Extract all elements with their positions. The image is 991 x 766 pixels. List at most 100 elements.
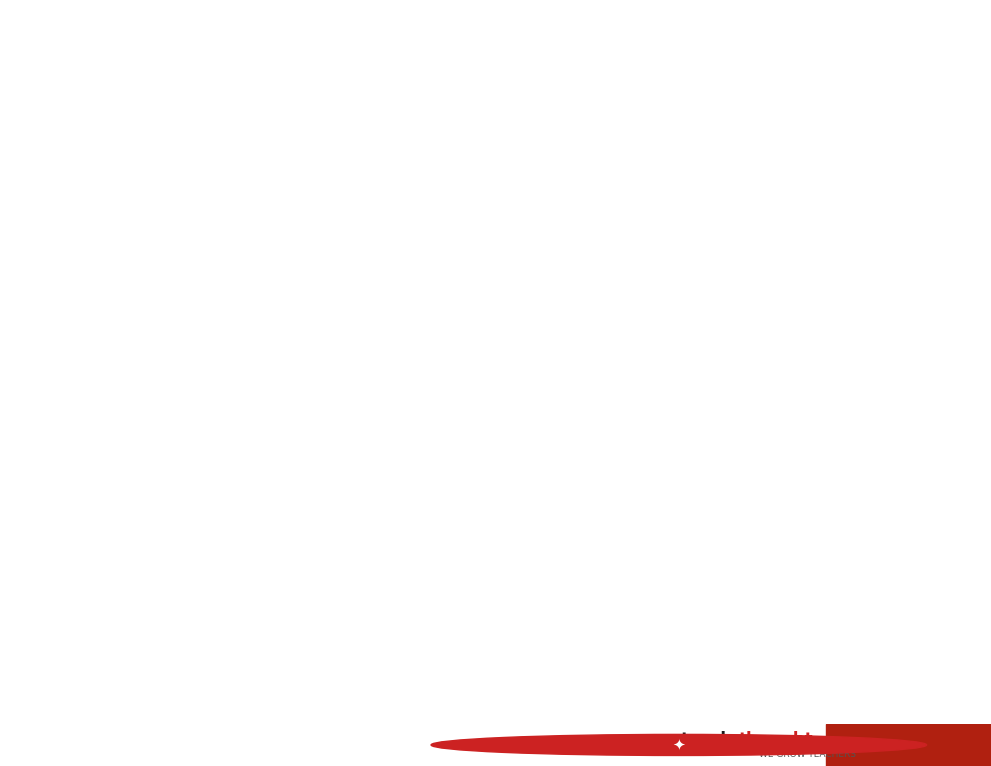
Text: Acting out: Acting out bbox=[381, 198, 446, 211]
Text: Judging: Judging bbox=[388, 371, 437, 383]
Text: Organizing: Organizing bbox=[543, 395, 612, 408]
Text: Categorizing: Categorizing bbox=[207, 345, 288, 358]
Text: Mind-Mapping: Mind-Mapping bbox=[533, 371, 623, 383]
Text: Determining: Determining bbox=[373, 321, 453, 334]
Text: Hypothesizing: Hypothesizing bbox=[698, 493, 789, 506]
Text: Networking: Networking bbox=[46, 493, 119, 506]
Text: Tweeting: Tweeting bbox=[219, 223, 276, 236]
Text: Devising: Devising bbox=[881, 371, 936, 383]
Text: Playing: Playing bbox=[389, 616, 436, 629]
Text: Preparing: Preparing bbox=[383, 591, 444, 604]
Text: Memorizing: Memorizing bbox=[46, 469, 120, 482]
Text: Displaying: Displaying bbox=[380, 345, 447, 358]
Text: Charting: Charting bbox=[385, 689, 440, 702]
Text: Reenact: Reenact bbox=[386, 247, 439, 260]
Text: Simulating: Simulating bbox=[874, 518, 942, 531]
Text: Outlining: Outlining bbox=[54, 420, 112, 433]
Text: Contrasting: Contrasting bbox=[210, 444, 285, 457]
Text: Reviewing: Reviewing bbox=[711, 665, 776, 678]
Text: ANALYZING: ANALYZING bbox=[531, 69, 624, 84]
Text: Journaling: Journaling bbox=[216, 493, 279, 506]
Text: Advertising: Advertising bbox=[542, 444, 614, 457]
Text: Executing: Executing bbox=[382, 395, 444, 408]
Text: ◆: ◆ bbox=[232, 115, 264, 157]
Text: Annotating: Annotating bbox=[212, 198, 283, 211]
Text: Paraphrasing: Paraphrasing bbox=[206, 371, 289, 383]
Text: Predicting: Predicting bbox=[712, 591, 775, 604]
Text: Finding: Finding bbox=[59, 247, 106, 260]
Text: Managing: Managing bbox=[877, 640, 939, 653]
Text: Moderating: Moderating bbox=[707, 542, 780, 555]
Text: WE GROW TEACHERS: WE GROW TEACHERS bbox=[759, 750, 856, 758]
Text: CREATING: CREATING bbox=[867, 69, 949, 84]
Text: UNDERSTANDING: UNDERSTANDING bbox=[176, 69, 319, 84]
Text: Distinguishing: Distinguishing bbox=[532, 518, 624, 531]
Text: Calculating: Calculating bbox=[542, 198, 614, 211]
Text: Mixing: Mixing bbox=[887, 591, 930, 604]
Text: Integrating: Integrating bbox=[378, 640, 448, 653]
Text: Validating: Validating bbox=[712, 223, 775, 236]
Text: Tabulating: Tabulating bbox=[50, 591, 116, 604]
Text: Estimating: Estimating bbox=[544, 665, 612, 678]
Text: Searching: Searching bbox=[51, 518, 115, 531]
Text: Bookmarking: Bookmarking bbox=[41, 665, 125, 678]
Text: Adapting: Adapting bbox=[880, 272, 937, 285]
Text: APPLYING: APPLYING bbox=[373, 69, 453, 84]
Text: Facilitating: Facilitating bbox=[874, 616, 943, 629]
Text: Editorializing: Editorializing bbox=[702, 689, 785, 702]
Text: Commenting: Commenting bbox=[206, 469, 289, 482]
Text: Leading: Leading bbox=[883, 689, 934, 702]
Text: Presenting: Presenting bbox=[379, 665, 447, 678]
Text: Podcasting: Podcasting bbox=[873, 395, 943, 408]
Text: Role Playing: Role Playing bbox=[869, 542, 947, 555]
Text: Retrieving: Retrieving bbox=[50, 395, 115, 408]
Text: Predicting: Predicting bbox=[216, 395, 279, 408]
Text: teach: teach bbox=[681, 731, 733, 749]
Text: Deducing: Deducing bbox=[548, 493, 608, 506]
Text: Filming: Filming bbox=[886, 469, 932, 482]
Text: Composing: Composing bbox=[872, 321, 944, 334]
Text: Defending: Defending bbox=[711, 395, 776, 408]
Text: Painting: Painting bbox=[387, 567, 439, 580]
Text: Criticizing: Criticizing bbox=[712, 321, 775, 334]
Text: Loading: Loading bbox=[387, 272, 438, 285]
Text: Choosing: Choosing bbox=[384, 296, 443, 309]
Text: Grouping: Grouping bbox=[218, 542, 277, 555]
Text: Scoring: Scoring bbox=[719, 272, 767, 285]
Text: Relating: Relating bbox=[222, 321, 274, 334]
Text: Integrating: Integrating bbox=[543, 616, 613, 629]
Text: Matching: Matching bbox=[54, 640, 112, 653]
Text: Examining: Examining bbox=[380, 420, 447, 433]
Text: Appraising: Appraising bbox=[544, 420, 612, 433]
Text: Collaborating: Collaborating bbox=[865, 296, 951, 309]
Text: Duplicating: Duplicating bbox=[46, 616, 119, 629]
Text: Wiki Building: Wiki Building bbox=[867, 420, 950, 433]
Text: Structuring: Structuring bbox=[542, 591, 614, 604]
Text: Implementing: Implementing bbox=[369, 444, 458, 457]
Text: ✦: ✦ bbox=[673, 738, 685, 752]
Text: Explaining: Explaining bbox=[545, 689, 611, 702]
Text: Linking: Linking bbox=[555, 321, 602, 334]
Text: Expressing: Expressing bbox=[213, 689, 282, 702]
Text: Selecting: Selecting bbox=[53, 567, 112, 580]
Text: Commenting: Commenting bbox=[702, 345, 785, 358]
Text: Exemplifying: Exemplifying bbox=[206, 665, 289, 678]
Text: Hacking: Hacking bbox=[387, 518, 439, 531]
Text: Correlating: Correlating bbox=[542, 272, 613, 285]
Text: Highlighting: Highlighting bbox=[44, 444, 122, 457]
Text: Questioning: Questioning bbox=[539, 567, 616, 580]
Text: Comparing: Comparing bbox=[212, 420, 283, 433]
Text: B L O O M ' S   T A X O N O M Y   D I G I T A L   P L A N N I N G   V E R B S: B L O O M ' S T A X O N O M Y D I G I T … bbox=[20, 14, 971, 38]
Text: Estimating: Estimating bbox=[213, 591, 282, 604]
Text: Googling: Googling bbox=[54, 345, 111, 358]
Text: Inferring: Inferring bbox=[221, 567, 275, 580]
Text: Sketching: Sketching bbox=[382, 469, 444, 482]
Text: Illustrating: Illustrating bbox=[544, 542, 612, 555]
Text: Locating: Locating bbox=[55, 272, 110, 285]
Text: Mashing: Mashing bbox=[551, 345, 605, 358]
Text: Bullet-pointing: Bullet-pointing bbox=[36, 689, 130, 702]
Text: Breaking Down: Breaking Down bbox=[529, 247, 626, 260]
Text: Reflecting: Reflecting bbox=[712, 640, 775, 653]
Text: Tagging: Tagging bbox=[223, 272, 273, 285]
Text: Defining: Defining bbox=[55, 223, 110, 236]
